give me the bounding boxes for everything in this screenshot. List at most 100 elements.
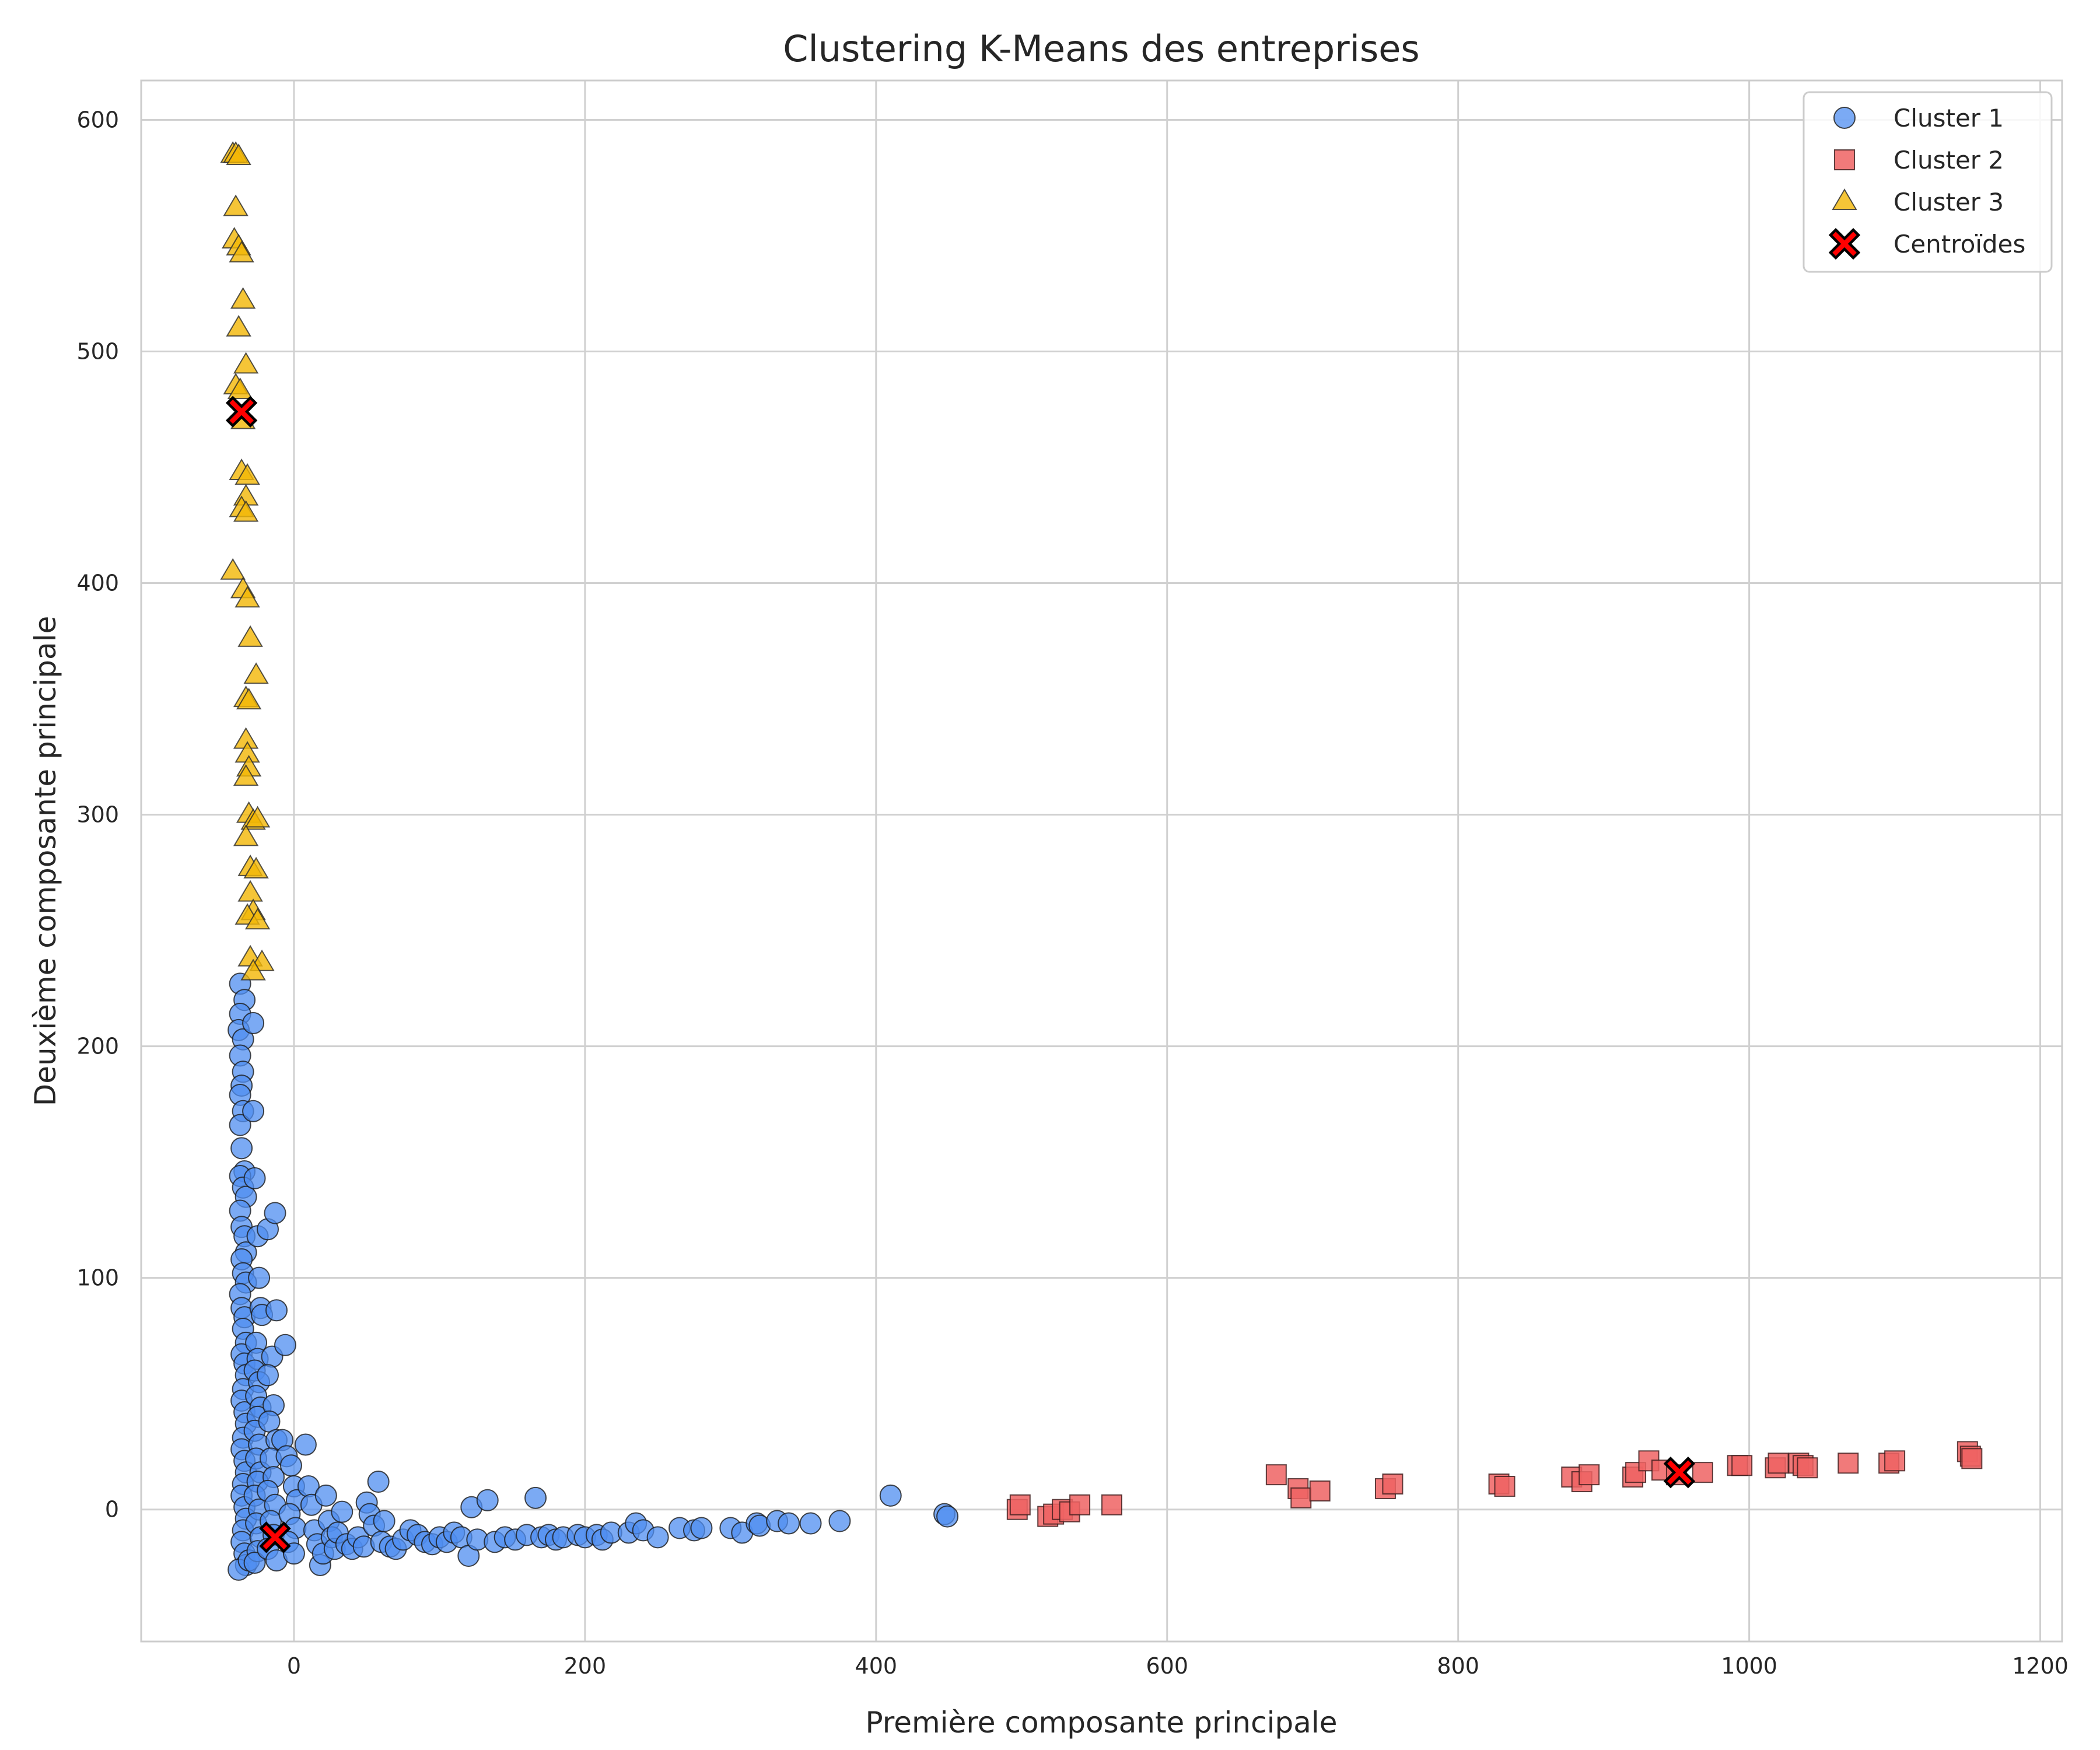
cluster-1-point (879, 1484, 902, 1507)
cluster-2-point (1069, 1494, 1091, 1516)
cluster-3-point (226, 314, 251, 337)
x-axis-label: Première composante principale (865, 1706, 1337, 1740)
legend-marker (1832, 188, 1857, 211)
y-axis-label: Deuxième composante principale (29, 616, 62, 1107)
y-tick-label: 200 (76, 1034, 119, 1059)
centroid-marker (259, 1521, 291, 1553)
series-4 (225, 396, 1696, 1553)
y-tick-label: 300 (76, 802, 119, 828)
x-tick-label: 200 (564, 1653, 607, 1679)
cluster-1-point (230, 1137, 253, 1160)
cluster-2-point (1692, 1462, 1713, 1483)
cluster-3-point (233, 500, 259, 522)
cluster-1-point (279, 1454, 302, 1477)
cluster-1-point (242, 1100, 265, 1122)
legend-label: Cluster 1 (1894, 104, 2004, 132)
y-tick-label: 100 (76, 1265, 119, 1291)
cluster-3-point (233, 824, 259, 846)
cluster-2-point (1290, 1487, 1312, 1508)
cluster-1-point (242, 1012, 265, 1034)
chart-title: Clustering K-Means des entreprises (783, 27, 1419, 70)
y-tick-label: 0 (105, 1497, 119, 1522)
cluster-1-point (778, 1512, 800, 1535)
legend-item-1: Cluster 1 (1833, 104, 2004, 132)
cluster-1-point (524, 1486, 547, 1509)
y-tick-label: 500 (76, 339, 119, 365)
series-2 (1006, 1441, 1983, 1527)
legend-item-2: Cluster 2 (1834, 146, 2004, 174)
cluster-1-point (294, 1433, 317, 1456)
cluster-1-point (274, 1334, 296, 1356)
cluster-3-point (243, 662, 269, 684)
tick-labels: 0 200 400 600 800 1000 1200 0 100 200 300 400 500 600 (76, 107, 2068, 1679)
y-tick-label: 600 (76, 107, 119, 132)
data-points (220, 141, 1983, 1581)
cluster-1-point (799, 1512, 822, 1535)
cluster-2-point (1838, 1452, 1859, 1474)
cluster-1-point (257, 1364, 279, 1387)
cluster-1-point (243, 1552, 266, 1574)
cluster-1-point (646, 1526, 669, 1549)
series-3 (220, 141, 275, 981)
cluster-3-point (226, 144, 251, 166)
cluster-3-point (220, 558, 246, 580)
y-tick-label: 400 (76, 570, 119, 596)
legend-label: Cluster 2 (1894, 146, 2004, 174)
cluster-2-point (1768, 1452, 1789, 1474)
plot-area (141, 80, 2062, 1642)
cluster-3-point (243, 856, 269, 878)
cluster-1-point (264, 1202, 286, 1224)
cluster-3-point (227, 377, 253, 400)
cluster-3-point (230, 287, 256, 309)
legend: Cluster 1 Cluster 2 Cluster 3 Centroïdes (1803, 91, 2053, 273)
cluster-2-point (1309, 1480, 1331, 1502)
cluster-3-point (244, 908, 271, 930)
cluster-1-point (258, 1410, 281, 1433)
cluster-1-point (690, 1517, 713, 1539)
legend-marker (1828, 228, 1861, 260)
cluster-1-point (367, 1471, 390, 1493)
cluster-3-point (233, 352, 259, 374)
cluster-1-point (314, 1484, 337, 1507)
cluster-1-point (476, 1489, 499, 1511)
cluster-2-point (1961, 1448, 1983, 1469)
cluster-3-point (240, 958, 266, 981)
cluster-1-point (331, 1500, 354, 1523)
legend-label: Cluster 3 (1894, 188, 2004, 216)
cluster-3-point (237, 880, 263, 902)
cluster-2-point (1731, 1455, 1753, 1476)
centroid-marker (1663, 1456, 1696, 1489)
cluster-2-point (1265, 1464, 1287, 1486)
cluster-3-point (237, 625, 263, 647)
legend-label: Centroïdes (1894, 230, 2025, 258)
cluster-1-point (265, 1299, 288, 1322)
cluster-1-point (828, 1510, 851, 1532)
cluster-2-point (1884, 1450, 1906, 1472)
x-tick-label: 1000 (1721, 1653, 1777, 1679)
cluster-2-point (1382, 1474, 1404, 1495)
cluster-1-point (373, 1510, 396, 1532)
plot-frame (140, 79, 2063, 1643)
legend-item-4: Centroïdes (1828, 228, 2025, 260)
cluster-2-point (1009, 1494, 1031, 1516)
x-tick-label: 400 (855, 1653, 898, 1679)
cluster-2-point (1101, 1494, 1122, 1516)
cluster-3-point (223, 194, 249, 216)
cluster-1-point (282, 1542, 305, 1565)
cluster-3-point (236, 688, 262, 710)
cluster-3-point (244, 806, 271, 828)
cluster-2-point (1494, 1475, 1516, 1497)
cluster-1-point (229, 1114, 251, 1136)
cluster-3-point (235, 586, 260, 608)
x-tick-label: 600 (1146, 1653, 1188, 1679)
legend-item-3: Cluster 3 (1832, 188, 2004, 216)
cluster-3-point (233, 764, 259, 786)
series-1 (228, 972, 959, 1581)
cluster-3-point (229, 240, 254, 262)
legend-box (1803, 91, 2053, 273)
legend-marker (1833, 107, 1856, 129)
centroid-marker (225, 396, 258, 428)
cluster-3-point (235, 463, 260, 485)
cluster-2-point (1578, 1464, 1600, 1486)
